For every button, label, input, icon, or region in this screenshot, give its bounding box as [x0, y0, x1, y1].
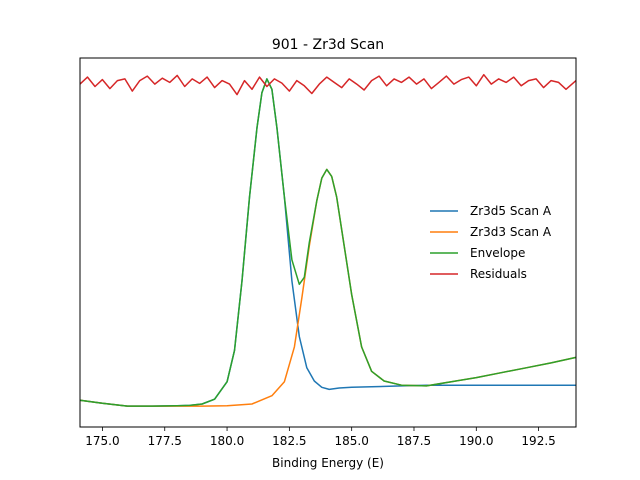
x-tick-label: 175.0 [85, 434, 119, 448]
x-tick-label: 177.5 [148, 434, 182, 448]
plot-frame [79, 57, 577, 428]
legend: Zr3d5 Scan A Zr3d3 Scan A Envelope Residual… [430, 204, 552, 281]
x-tick-label: 192.5 [521, 434, 555, 448]
x-tick-label: 190.0 [459, 434, 493, 448]
series-line-envelope [79, 78, 577, 407]
x-tick-label: 182.5 [272, 434, 306, 448]
x-tick-label: 185.0 [334, 434, 368, 448]
plot-lines [79, 73, 577, 407]
legend-label: Envelope [470, 246, 525, 260]
chart-title: 901 - Zr3d Scan [272, 37, 384, 53]
x-tick-label: 187.5 [397, 434, 431, 448]
series-line-residuals [79, 73, 577, 96]
legend-label: Zr3d5 Scan A [470, 204, 552, 218]
series-line-zr3d5-scan-a [79, 78, 576, 407]
x-tick-label: 180.0 [210, 434, 244, 448]
legend-label: Residuals [470, 267, 527, 281]
legend-label: Zr3d3 Scan A [470, 225, 552, 239]
x-axis-ticks: 175.0 177.5 180.0 182.5 185.0 187.5 190.0 192.5 [85, 427, 556, 448]
x-axis-label: Binding Energy (E) [272, 456, 384, 470]
